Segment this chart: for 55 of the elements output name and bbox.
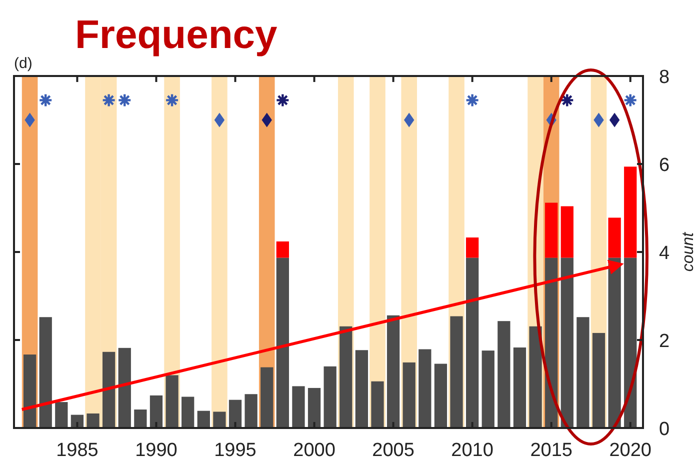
bar — [197, 410, 210, 428]
bar — [340, 326, 352, 428]
x-tick-label: 2015 — [530, 440, 572, 461]
bar — [608, 218, 621, 258]
x-tick-label: 2020 — [609, 440, 652, 461]
text: (d) — [14, 55, 32, 72]
bar — [402, 362, 416, 428]
x-tick-label: 2010 — [451, 440, 494, 461]
bar — [560, 206, 574, 258]
bar — [213, 412, 226, 428]
bar — [466, 237, 479, 258]
bar — [624, 166, 637, 258]
bar — [355, 350, 368, 428]
x-tick-label: 1985 — [56, 440, 98, 461]
bar — [324, 366, 336, 428]
chart-title: Frequency — [75, 13, 278, 57]
bar — [576, 317, 590, 428]
bar — [118, 348, 131, 428]
bar — [228, 400, 242, 428]
bar — [55, 402, 68, 428]
y-tick-label: 4 — [659, 243, 670, 264]
bar — [86, 413, 100, 428]
bar — [513, 347, 526, 428]
bar — [545, 202, 558, 258]
bar — [624, 258, 637, 428]
bar — [276, 241, 289, 258]
bar — [592, 332, 606, 428]
bar — [482, 350, 494, 428]
x-tick-label: 2005 — [372, 440, 414, 461]
bar — [371, 381, 384, 428]
bar — [418, 349, 432, 428]
bar — [260, 367, 274, 428]
bar — [434, 364, 448, 428]
bar — [450, 316, 463, 428]
x-tick-label: 1990 — [135, 440, 178, 461]
bar — [529, 326, 542, 428]
bar — [39, 317, 52, 428]
bar — [166, 375, 178, 428]
bar — [308, 388, 321, 428]
bar — [134, 410, 147, 428]
y-axis-title: count — [680, 232, 695, 272]
x-tick-label: 1995 — [214, 440, 256, 461]
bar — [244, 394, 258, 428]
y-tick-label: 0 — [659, 419, 670, 440]
bar — [498, 321, 510, 428]
y-tick-label: 6 — [659, 155, 670, 176]
y-tick-label: 2 — [659, 331, 670, 352]
bar — [150, 395, 163, 428]
bar — [102, 352, 116, 428]
bar — [23, 354, 36, 428]
x-tick-label: 2000 — [293, 440, 336, 461]
bar — [182, 396, 194, 428]
bar — [292, 386, 305, 428]
y-tick-label: 8 — [659, 67, 670, 88]
bar — [386, 315, 400, 428]
